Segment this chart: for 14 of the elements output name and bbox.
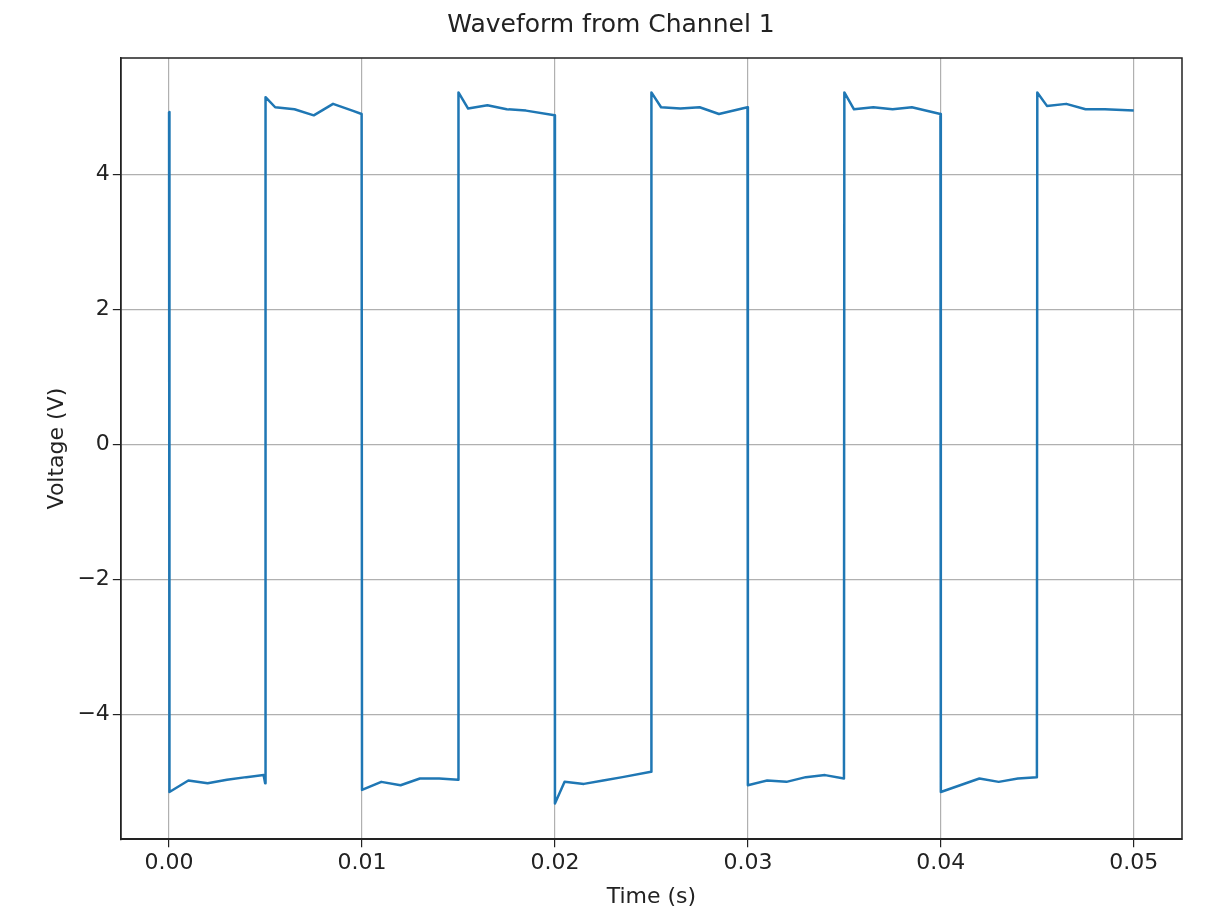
- chart-title: Waveform from Channel 1: [447, 8, 775, 38]
- y-tick-label: −2: [77, 565, 110, 591]
- x-tick-label: 0.00: [144, 849, 194, 875]
- x-tick-label: 0.02: [530, 849, 580, 875]
- x-tick-label: 0.04: [916, 849, 966, 875]
- x-tick-label: 0.03: [723, 849, 773, 875]
- y-tick-label: −4: [77, 700, 110, 726]
- y-tick-label: 0: [95, 430, 110, 456]
- x-tick-label: 0.05: [1109, 849, 1159, 875]
- x-tick-label: 0.01: [337, 849, 387, 875]
- y-tick-label: 4: [95, 160, 110, 186]
- x-axis-title: Time (s): [605, 882, 697, 908]
- y-axis-title: Voltage (V): [42, 387, 68, 510]
- y-tick-label: 2: [95, 295, 110, 321]
